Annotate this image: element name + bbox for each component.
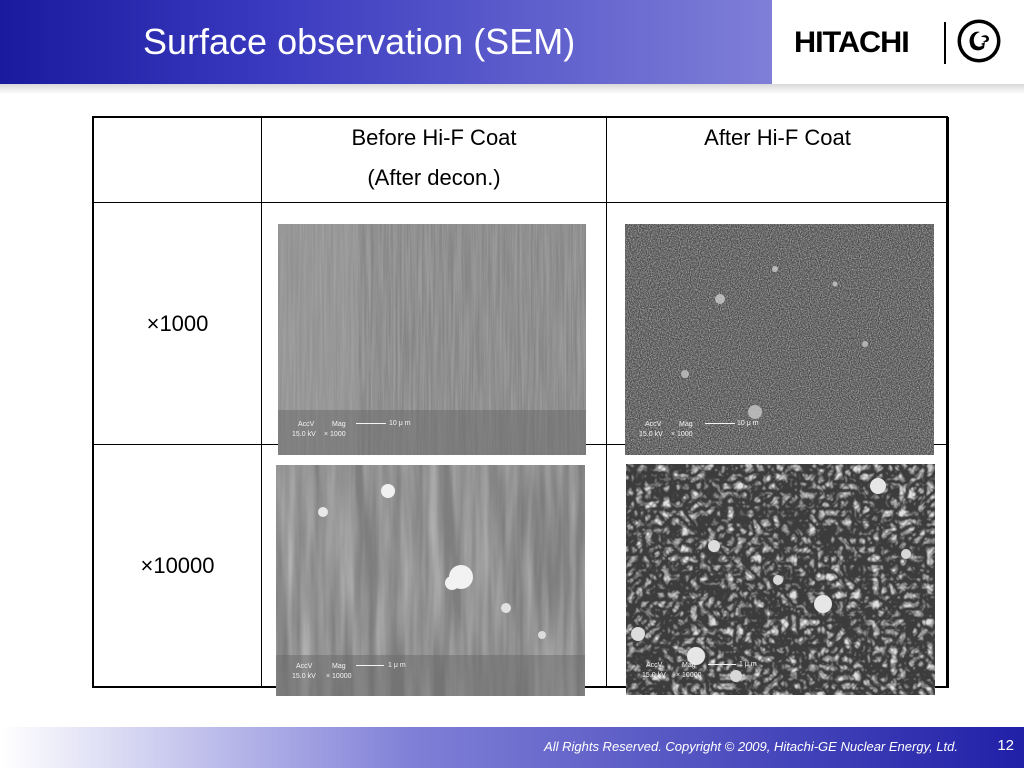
- slide-title: Surface observation (SEM): [143, 21, 576, 62]
- scale-length-label: 10 μ m: [389, 420, 411, 427]
- scale-mag-value: × 10000: [676, 672, 702, 679]
- scale-mag-value: × 1000: [671, 431, 693, 438]
- footer-bar: All Rights Reserved. Copyright © 2009, H…: [0, 727, 1024, 768]
- scale-bar: [705, 423, 735, 424]
- scale-accv-label: AccV: [645, 421, 662, 428]
- row-label-10000: ×10000: [93, 444, 262, 688]
- corner-cell: [93, 117, 262, 203]
- sem-image-after-1000: AccV Mag 15.0 kV × 1000 10 μ m: [625, 224, 934, 455]
- sem-image-before-1000: AccV Mag 15.0 kV × 1000 10 μ m: [278, 224, 586, 455]
- sem-image-after-10000: AccV Mag 15.0 kV × 10000 1 μ m: [626, 464, 935, 695]
- logo-divider: [944, 22, 946, 64]
- sem-texture: [625, 224, 934, 455]
- scale-kv-value: 15.0 kV: [639, 431, 663, 438]
- scale-bar: [708, 664, 736, 665]
- scale-bar: [356, 423, 386, 424]
- copyright-text: All Rights Reserved. Copyright © 2009, H…: [544, 739, 958, 754]
- hitachi-logo: HITACHI: [794, 26, 910, 59]
- scale-kv-value: 15.0 kV: [292, 673, 316, 680]
- page-number: 12: [997, 737, 1014, 754]
- ge-monogram-icon: [957, 19, 1001, 63]
- scale-accv-label: AccV: [298, 421, 315, 428]
- title-bar: Surface observation (SEM): [0, 0, 772, 84]
- scale-mag-value: × 1000: [324, 431, 346, 438]
- header-shadow: [0, 84, 1024, 94]
- sem-texture: [278, 224, 586, 455]
- column-header-line: After Hi-F Coat: [704, 125, 851, 150]
- scale-kv-value: 15.0 kV: [642, 672, 666, 679]
- scale-accv-label: AccV: [296, 663, 313, 670]
- scale-mag-value: × 10000: [326, 673, 352, 680]
- scale-kv-value: 15.0 kV: [292, 431, 316, 438]
- scale-length-label: 10 μ m: [737, 420, 759, 427]
- scale-mag-label: Mag: [332, 421, 346, 428]
- row-label-1000: ×1000: [93, 202, 262, 445]
- scale-bar: [356, 665, 384, 666]
- scale-length-label: 1 μ m: [388, 662, 406, 669]
- column-header-line: Before Hi-F Coat: [351, 125, 517, 150]
- scale-mag-label: Mag: [679, 421, 693, 428]
- sem-texture: [276, 465, 585, 696]
- sem-image-before-10000: AccV Mag 15.0 kV × 10000 1 μ m: [276, 465, 585, 696]
- column-header-before: Before Hi-F Coat (After decon.): [261, 117, 607, 203]
- scale-length-label: 1 μ m: [739, 661, 757, 668]
- scale-mag-label: Mag: [332, 663, 346, 670]
- column-header-line: (After decon.): [367, 165, 501, 190]
- column-header-after: After Hi-F Coat: [606, 117, 949, 203]
- scale-mag-label: Mag: [682, 662, 696, 669]
- logo-area: HITACHI: [772, 0, 1024, 84]
- sem-texture: [626, 464, 935, 695]
- scale-accv-label: AccV: [646, 662, 663, 669]
